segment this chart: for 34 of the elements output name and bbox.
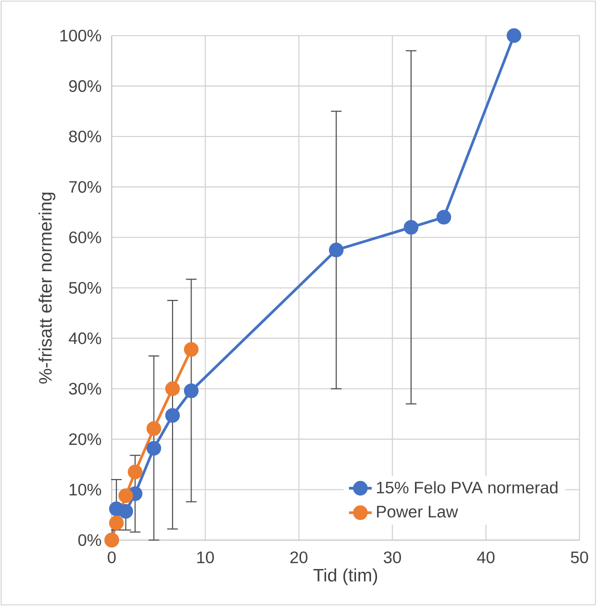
y-tick-label: 20% — [69, 433, 102, 446]
point — [329, 242, 344, 258]
x-tick-label: 10 — [198, 551, 214, 564]
point — [165, 408, 180, 423]
point — [118, 504, 134, 519]
y-tick-label: 50% — [69, 282, 102, 294]
point — [436, 210, 452, 225]
point — [165, 381, 180, 396]
point — [184, 342, 199, 357]
x-axis-title: Tid (tim) — [314, 568, 378, 586]
x-tick-label: 0 — [108, 551, 116, 564]
y-tick-label: 0% — [78, 534, 102, 546]
point — [146, 421, 162, 436]
legend-label: Power Law — [377, 506, 458, 518]
y-tick-label: 40% — [69, 332, 102, 344]
y-tick-label: 30% — [69, 382, 102, 395]
point — [404, 220, 419, 235]
y-tick-label: 90% — [69, 80, 102, 92]
legend-label: 15% Felo PVA normerad — [377, 481, 558, 494]
point — [146, 440, 162, 456]
point — [184, 383, 199, 398]
x-tick-label: 30 — [384, 551, 402, 564]
y-tick-label: 80% — [69, 130, 102, 142]
y-tick-label: 100% — [60, 30, 102, 42]
x-tick-label: 20 — [290, 551, 308, 564]
y-tick-label: 60% — [69, 232, 102, 244]
y-tick-label: 10% — [70, 484, 102, 496]
point — [128, 464, 143, 480]
x-tick-label: 50 — [571, 551, 588, 564]
y-axis-title: %-frisatt efter normering — [38, 192, 56, 384]
y-tick-label: 70% — [69, 181, 102, 193]
point — [506, 28, 522, 43]
x-tick-label: 40 — [477, 551, 495, 564]
point — [118, 488, 134, 504]
